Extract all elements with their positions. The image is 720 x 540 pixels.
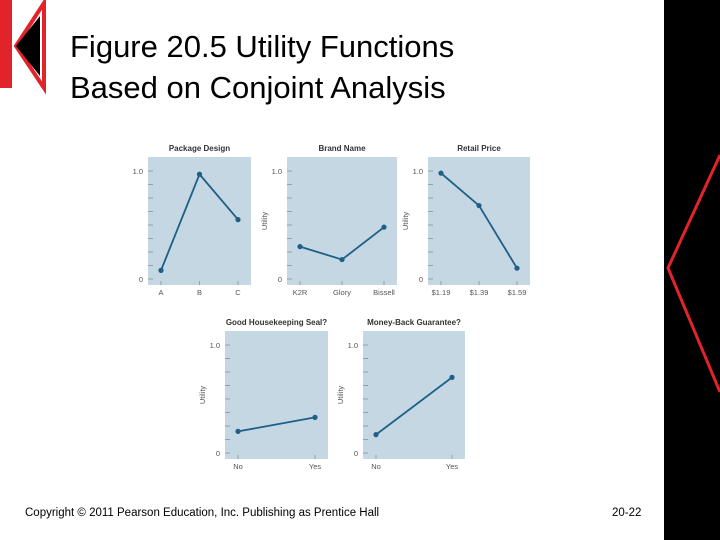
package-design-xtick-label: A	[158, 288, 163, 297]
brand-name-xtick-label: Glory	[333, 288, 351, 297]
good-housekeeping-seal-xtick-label: No	[233, 462, 243, 471]
brand-name-title: Brand Name	[318, 144, 366, 153]
money-back-guarantee-series-line	[375, 376, 453, 436]
good-housekeeping-seal-title: Good Housekeeping Seal?	[226, 318, 327, 327]
good-housekeeping-seal-point	[235, 428, 241, 434]
retail-price-point	[514, 265, 520, 271]
brand-name-xtick-label: K2R	[293, 288, 308, 297]
package-design-xtick-label: C	[235, 288, 241, 297]
logo-k-stem	[0, 0, 12, 88]
money-back-guarantee-ytick-label: 0	[354, 449, 358, 458]
slide-title: Figure 20.5 Utility Functions Based on C…	[70, 26, 650, 108]
money-back-guarantee-point	[449, 374, 455, 380]
retail-price-point	[476, 202, 482, 209]
package-design-point	[235, 217, 241, 223]
copyright-text: Copyright © 2011 Pearson Education, Inc.…	[25, 507, 380, 519]
good-housekeeping-seal-ylabel: Utility	[198, 386, 207, 405]
retail-price-ytick-label: 1.0	[413, 167, 423, 176]
slide-title-line-1: Figure 20.5 Utility Functions	[70, 29, 455, 64]
good-housekeeping-seal-xtick-label: Yes	[309, 462, 321, 471]
retail-price-panel	[428, 157, 530, 285]
package-design-panel	[148, 157, 251, 285]
money-back-guarantee-xtick-label: No	[371, 462, 381, 471]
logo-k-outline	[13, 0, 46, 95]
money-back-guarantee-panel	[363, 331, 465, 459]
brand-name-ytick-label: 0	[278, 275, 282, 284]
retail-price-ylabel: Utility	[401, 212, 410, 231]
logo-k-chevron	[16, 16, 40, 76]
retail-price-title: Retail Price	[457, 144, 501, 153]
brand-name-ylabel: Utility	[260, 212, 269, 231]
package-design-title: Package Design	[169, 144, 230, 153]
brand-name-point	[381, 224, 387, 230]
brand-name-ytick-label: 1.0	[272, 167, 282, 176]
brand-name-xtick-label: Bissell	[373, 288, 395, 297]
good-housekeeping-seal-ytick-label: 1.0	[210, 341, 220, 350]
good-housekeeping-seal-series-line	[237, 416, 316, 433]
good-housekeeping-seal-point	[312, 414, 318, 420]
utility-functions-figure: Package Design 1.0 0 Utility A B C Brand Name 1.…	[133, 144, 530, 471]
right-bar-chevron	[666, 154, 720, 393]
package-design-xtick-label: B	[197, 288, 202, 297]
brand-name-panel	[287, 157, 397, 285]
brand-name-point	[297, 244, 303, 250]
money-back-guarantee-xtick-label: Yes	[446, 462, 458, 471]
money-back-guarantee-ylabel: Utility	[336, 386, 345, 405]
money-back-guarantee-ytick-label: 1.0	[348, 341, 358, 350]
brand-name-point	[339, 256, 345, 263]
slide-title-line-2: Based on Conjoint Analysis	[70, 70, 446, 105]
good-housekeeping-seal-panel	[225, 331, 328, 459]
money-back-guarantee-point	[373, 432, 379, 438]
logo-mark	[0, 0, 46, 95]
retail-price-point	[438, 170, 444, 176]
retail-price-xtick-label: $1.59	[508, 288, 527, 297]
package-design-ytick-label: 1.0	[133, 167, 143, 176]
retail-price-ytick-label: 0	[419, 275, 423, 284]
right-decorative-bar	[664, 0, 720, 540]
good-housekeeping-seal-ytick-label: 0	[216, 449, 220, 458]
right-bar-fill	[664, 0, 720, 540]
retail-price-xtick-label: $1.39	[470, 288, 489, 297]
package-design-point	[158, 267, 164, 273]
package-design-ytick-label: 0	[139, 275, 143, 284]
retail-price-xtick-label: $1.19	[432, 288, 451, 297]
package-design-point	[196, 171, 203, 177]
page-number: 20-22	[612, 507, 642, 519]
money-back-guarantee-title: Money-Back Guarantee?	[367, 318, 461, 327]
